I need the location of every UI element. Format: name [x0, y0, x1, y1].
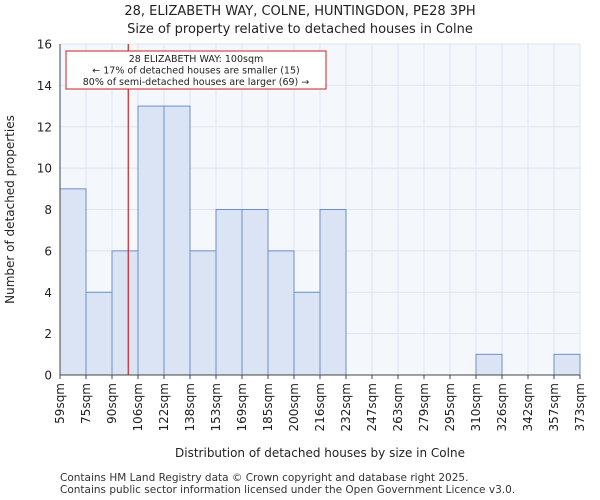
- x-tick-label: 216sqm: [313, 383, 327, 431]
- x-tick-label: 138sqm: [183, 383, 197, 431]
- x-tick-label: 75sqm: [79, 383, 93, 424]
- histogram-bar: [163, 105, 191, 376]
- x-axis-label: Distribution of detached houses by size …: [175, 446, 465, 460]
- histogram-bar: [111, 250, 139, 376]
- x-tick-label: 310sqm: [469, 383, 483, 431]
- y-tick-label: 0: [44, 369, 52, 383]
- histogram-bar: [267, 250, 295, 376]
- footer-line-2: Contains public sector information licen…: [60, 484, 516, 496]
- histogram-bar: [85, 291, 113, 376]
- chart-subtitle: Size of property relative to detached ho…: [127, 22, 473, 37]
- histogram-bar: [553, 353, 581, 376]
- histogram-bar: [215, 209, 243, 376]
- y-tick-label: 4: [44, 286, 52, 300]
- y-tick-label: 14: [37, 79, 52, 93]
- x-tick-label: 59sqm: [53, 383, 67, 424]
- x-tick-label: 295sqm: [443, 383, 457, 431]
- x-tick-label: 153sqm: [209, 383, 223, 431]
- y-tick-label: 8: [44, 203, 52, 217]
- x-tick-label: 373sqm: [573, 383, 587, 431]
- histogram-bar: [319, 209, 347, 376]
- x-tick-label: 122sqm: [157, 383, 171, 431]
- annotation-line-2: ← 17% of detached houses are smaller (15…: [92, 66, 299, 77]
- x-tick-label: 357sqm: [547, 383, 561, 431]
- annotation-line-3: 80% of semi-detached houses are larger (…: [83, 77, 310, 88]
- x-tick-label: 326sqm: [495, 383, 509, 431]
- bars-layer: [59, 105, 581, 376]
- y-tick-label: 10: [37, 162, 52, 176]
- annotation-layer: 28 ELIZABETH WAY: 100sqm ← 17% of detach…: [65, 50, 327, 90]
- histogram-bar: [189, 250, 217, 376]
- y-tick-label: 6: [44, 244, 52, 258]
- x-tick-label: 263sqm: [391, 383, 405, 431]
- histogram-bar: [475, 353, 503, 376]
- histogram-bar: [241, 209, 269, 376]
- x-tick-label: 185sqm: [261, 383, 275, 431]
- footer-line-1: Contains HM Land Registry data © Crown c…: [60, 472, 469, 484]
- y-tick-label: 16: [37, 38, 52, 52]
- chart-title: 28, ELIZABETH WAY, COLNE, HUNTINGDON, PE…: [124, 4, 476, 19]
- x-tick-label: 106sqm: [131, 383, 145, 431]
- y-axis-label: Number of detached properties: [3, 115, 17, 304]
- histogram-bar: [137, 105, 165, 376]
- histogram-bar: [293, 291, 321, 376]
- y-tick-label: 2: [44, 327, 52, 341]
- ticks-layer: 0 2 4 6 8 10 12 14 16 59sqm 75sqm 90sqm 106sqm 122sqm…: [37, 38, 587, 432]
- x-tick-label: 342sqm: [521, 383, 535, 431]
- histogram-bar: [59, 188, 87, 376]
- x-tick-label: 232sqm: [339, 383, 353, 431]
- x-tick-label: 169sqm: [235, 383, 249, 431]
- x-tick-label: 247sqm: [365, 383, 379, 431]
- x-tick-label: 279sqm: [417, 383, 431, 431]
- x-tick-label: 90sqm: [105, 383, 119, 424]
- annotation-box: [65, 50, 327, 90]
- y-tick-label: 12: [37, 120, 52, 134]
- annotation-line-1: 28 ELIZABETH WAY: 100sqm: [129, 54, 263, 65]
- x-tick-label: 200sqm: [287, 383, 301, 431]
